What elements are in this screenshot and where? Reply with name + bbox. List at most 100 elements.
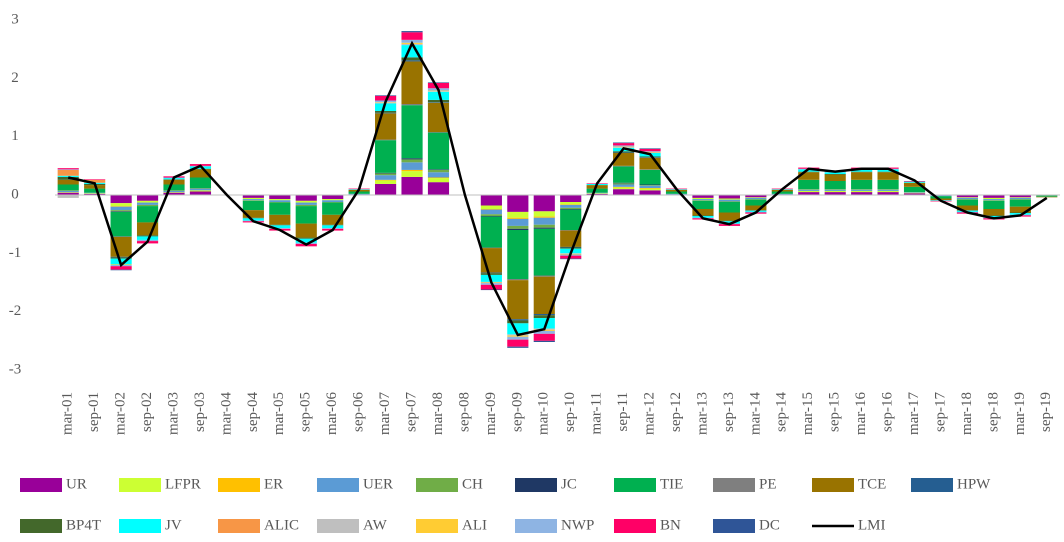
bar-segment <box>586 193 608 194</box>
bar-segment <box>560 202 582 205</box>
bar-segment <box>189 190 212 192</box>
bar-segment <box>745 197 767 200</box>
x-tick-label: sep-19 <box>1038 392 1054 432</box>
bar-segment <box>57 190 79 191</box>
bar-segment <box>851 189 873 190</box>
bar-segment <box>533 211 555 217</box>
bar-segment <box>507 320 529 324</box>
bar-segment <box>110 211 132 212</box>
bar-segment <box>613 146 635 148</box>
bar-segment <box>745 199 767 206</box>
x-tick-label: mar-12 <box>642 392 658 435</box>
bar-segment <box>877 169 899 172</box>
bar-segment <box>1036 196 1058 198</box>
bar-segment <box>110 206 132 211</box>
bar-segment <box>692 209 714 216</box>
bar-segment <box>507 319 529 321</box>
bar-segment <box>57 195 79 198</box>
bar-segment <box>57 192 79 195</box>
bar-segment <box>427 169 450 173</box>
x-tick-label: mar-05 <box>271 392 287 435</box>
bar-segment <box>136 195 159 201</box>
bar-segment <box>57 168 79 170</box>
bar-segment <box>480 284 502 290</box>
bar-segment <box>983 197 1005 200</box>
bar-segment <box>507 228 529 230</box>
bar-segment <box>242 200 264 201</box>
bar-segment <box>375 103 397 111</box>
bar-segment <box>533 315 555 319</box>
bar-segment <box>613 145 635 147</box>
bar-segment <box>824 181 846 190</box>
y-tick-label: 0 <box>11 186 19 202</box>
bar-segment <box>242 217 264 219</box>
legend-label: DC <box>759 517 780 533</box>
bar-segment <box>1009 197 1031 200</box>
x-tick-label: mar-11 <box>589 392 605 434</box>
bar-segment <box>560 258 582 260</box>
bar-segment <box>163 192 185 195</box>
x-tick-label: sep-18 <box>985 392 1001 432</box>
bar-segment <box>771 191 793 194</box>
bar-segment <box>480 216 502 217</box>
bar-segment <box>613 186 635 188</box>
bar-segment <box>269 214 291 225</box>
bar-segment <box>533 318 555 329</box>
bar-segment <box>533 275 555 277</box>
bar-segment <box>295 204 317 207</box>
bar-segment <box>533 227 555 229</box>
bar-segment <box>1009 199 1031 200</box>
bar-segment <box>718 202 740 213</box>
x-tick-label: mar-02 <box>113 392 129 435</box>
bar-segment <box>824 174 846 175</box>
bar-segment <box>798 171 820 173</box>
legend-label: NWP <box>561 517 594 533</box>
bar-segment <box>427 172 450 178</box>
legend-swatch <box>20 478 62 492</box>
bar-segment <box>692 200 714 201</box>
bar-segment <box>507 230 529 279</box>
bar-segment <box>798 172 820 180</box>
bar-segment <box>718 199 740 202</box>
legend-label: ER <box>264 476 283 492</box>
bar-segment <box>639 185 661 186</box>
bar-segment <box>348 193 370 195</box>
bar-segment <box>639 152 661 153</box>
bar-segment <box>269 225 291 229</box>
bar-segment <box>84 188 106 193</box>
bar-segment <box>1009 199 1031 207</box>
bar-segment <box>427 83 450 89</box>
bar-segment <box>84 179 106 183</box>
x-tick-label: mar-14 <box>747 392 763 436</box>
bar-segment <box>533 330 555 334</box>
bar-segment <box>613 143 635 146</box>
bar-segment <box>533 333 555 341</box>
x-tick-label: sep-09 <box>509 392 525 432</box>
bar-segment <box>718 195 740 199</box>
legend-swatch <box>713 478 755 492</box>
y-tick-label: -2 <box>9 303 22 319</box>
bar-segment <box>824 190 846 193</box>
x-tick-label: sep-08 <box>456 392 472 432</box>
bar-segment <box>533 340 555 342</box>
bar-segment <box>560 230 582 231</box>
bar-segment <box>242 210 264 218</box>
bar-segment <box>533 314 555 316</box>
bar-segment <box>692 200 714 209</box>
bar-segment <box>692 215 714 216</box>
bar-segment <box>930 196 952 199</box>
legend-swatch <box>218 519 260 533</box>
bar-segment <box>322 200 344 202</box>
bar-segment <box>480 272 502 274</box>
bar-segment <box>956 195 979 198</box>
bar-segment <box>269 202 291 203</box>
bar-segment <box>110 257 132 259</box>
bar-segment <box>718 212 740 221</box>
legend-label: BN <box>660 517 681 533</box>
bar-segment <box>533 276 555 314</box>
bar-segment <box>242 200 264 211</box>
bar-segment <box>798 190 820 193</box>
bar-segment <box>745 195 767 198</box>
bar-segment <box>692 199 714 201</box>
